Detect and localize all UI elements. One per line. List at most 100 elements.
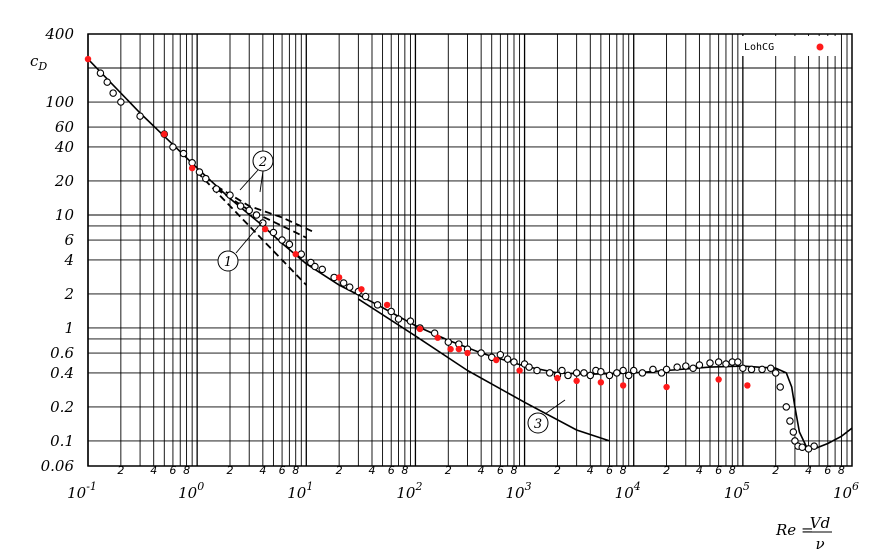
lohcg-data-point (358, 286, 365, 293)
y-tick-label: 1 (64, 319, 74, 337)
curve-3 (357, 298, 610, 442)
lohcg-data-point (447, 345, 454, 353)
callout-leader (259, 170, 264, 193)
x-minor-tick-label: 4 (478, 464, 485, 477)
y-tick-label: 0.6 (50, 344, 74, 362)
open-data-point (662, 365, 671, 374)
y-tick-label: 0.4 (50, 364, 74, 382)
callout-label: 3 (534, 417, 542, 432)
open-data-point (245, 206, 253, 215)
lohcg-data-point (573, 377, 580, 385)
open-data-point (394, 315, 403, 323)
open-data-point (373, 301, 382, 309)
open-data-point (311, 262, 319, 271)
open-data-point (798, 443, 806, 451)
open-data-point (444, 338, 453, 346)
y-tick-label: 100 (45, 93, 74, 111)
lohcg-data-point (744, 382, 751, 389)
plot-frame (87, 33, 853, 467)
x-minor-tick-label: 8 (838, 464, 845, 477)
x-tick-label: 106 (833, 480, 859, 502)
open-data-point (564, 371, 572, 380)
y-tick-label: 0.1 (50, 432, 74, 450)
x-minor-tick-label: 4 (587, 464, 594, 477)
open-data-point (496, 350, 505, 359)
open-data-point (387, 307, 395, 316)
lohcg-data-point (493, 356, 500, 364)
x-minor-tick-label: 8 (620, 464, 627, 477)
y-tick-label: 0.2 (50, 398, 74, 416)
curve-main (87, 58, 853, 450)
y-tick-label: 400 (44, 25, 74, 43)
open-data-point (103, 78, 111, 86)
lohcg-data-point (516, 367, 523, 374)
open-data-point (682, 362, 690, 370)
svg-text:Vd: Vd (810, 514, 830, 532)
x-minor-tick-label: 8 (510, 464, 517, 477)
open-data-point (782, 403, 791, 411)
x-minor-tick-label: 4 (696, 464, 703, 477)
x-minor-tick-label: 2 (554, 464, 561, 477)
y-tick-label: 0.06 (41, 457, 75, 475)
open-data-point (545, 369, 554, 377)
open-data-point (638, 369, 647, 377)
x-minor-tick-label: 6 (279, 464, 286, 477)
open-data-point (361, 292, 370, 301)
x-minor-tick-label: 6 (606, 464, 613, 477)
open-data-point (734, 358, 742, 366)
open-data-point (771, 369, 780, 377)
x-tick-label: 104 (615, 480, 641, 502)
lohcg-data-point (188, 164, 196, 172)
x-tick-label: 10-1 (67, 480, 97, 502)
callout-label: 1 (224, 255, 232, 270)
lohcg-data-point (434, 334, 441, 341)
data-points (84, 55, 818, 453)
open-data-point (278, 236, 286, 244)
y-tick-label: 60 (55, 118, 75, 136)
x-minor-tick-label: 2 (772, 464, 779, 477)
callout-leader (239, 169, 259, 191)
x-minor-tick-label: 6 (497, 464, 504, 477)
open-data-point (269, 228, 278, 237)
open-data-point (758, 365, 766, 374)
x-minor-tick-label: 2 (445, 464, 452, 477)
x-minor-tick-label: 2 (117, 464, 124, 477)
curve-callouts: 1 2 3 (217, 150, 566, 434)
open-data-point (572, 369, 581, 377)
lohcg-data-point (383, 301, 391, 309)
open-data-point (96, 69, 105, 77)
legend-label: LohCG (744, 42, 774, 53)
lohcg-data-point (261, 225, 269, 233)
open-data-point (430, 329, 439, 337)
lohcg-data-point (455, 345, 463, 353)
y-tick-label: 2 (63, 285, 74, 303)
x-minor-tick-label: 4 (805, 464, 812, 477)
y-tick-label: 6 (64, 231, 74, 249)
x-minor-tick-label: 8 (183, 464, 190, 477)
open-data-point (226, 191, 234, 199)
lohcg-data-point (619, 382, 627, 389)
open-data-point (624, 371, 633, 380)
x-minor-tick-label: 8 (401, 464, 408, 477)
lohcg-data-point (161, 130, 168, 138)
open-data-point (810, 442, 818, 450)
open-data-point (673, 363, 681, 371)
open-data-point (558, 366, 566, 375)
open-data-point (739, 364, 747, 372)
y-axis-label: cD (30, 52, 47, 73)
callout-label: 2 (258, 155, 267, 170)
x-axis-label: Re = Vd ν (775, 514, 832, 553)
grid (87, 33, 852, 467)
open-data-point (689, 364, 697, 372)
open-data-point (613, 369, 621, 377)
open-data-point (747, 365, 756, 374)
plot-border (87, 33, 853, 467)
callout-leader (544, 399, 566, 415)
x-tick-label: 105 (724, 480, 750, 502)
open-data-point (776, 383, 784, 391)
open-data-point (789, 428, 798, 436)
curve-2b (215, 188, 307, 239)
y-tick-label: 20 (54, 172, 75, 190)
open-data-point (136, 112, 144, 120)
open-data-point (619, 366, 627, 375)
